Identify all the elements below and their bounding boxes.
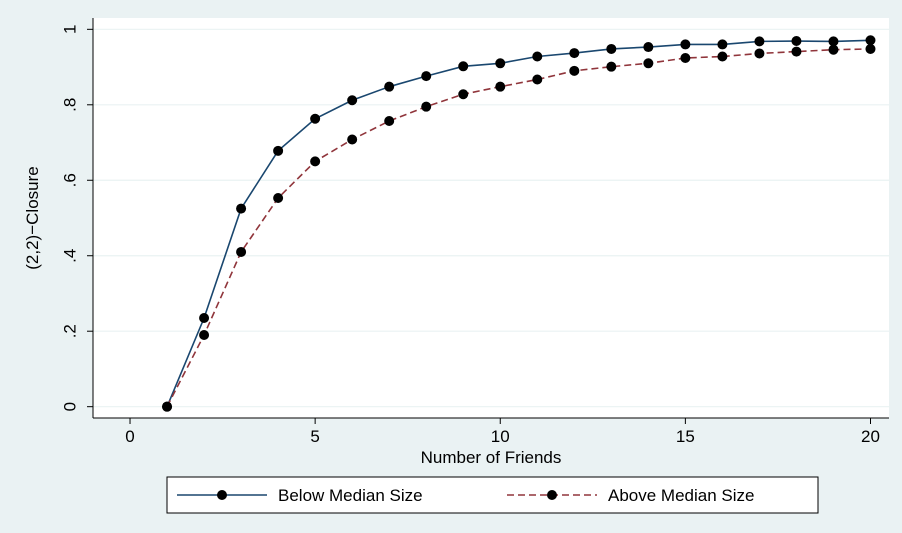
series-0-point-5 bbox=[347, 95, 358, 106]
series-line-1 bbox=[166, 48, 871, 408]
series-1-point-4 bbox=[310, 156, 321, 167]
series-1-point-17 bbox=[791, 46, 802, 57]
series-layer bbox=[162, 35, 876, 412]
x-tick-label-4: 20 bbox=[861, 427, 880, 446]
series-0-point-9 bbox=[495, 58, 506, 69]
series-0-point-16 bbox=[754, 36, 765, 47]
series-0-point-15 bbox=[717, 39, 728, 50]
series-0-point-14 bbox=[680, 39, 691, 50]
series-1-point-18 bbox=[828, 44, 839, 55]
series-0-point-4 bbox=[310, 113, 321, 124]
series-1-point-2 bbox=[236, 246, 247, 257]
plot-area bbox=[93, 18, 889, 418]
y-tick-label-4: .8 bbox=[60, 98, 79, 112]
series-0-point-13 bbox=[643, 42, 654, 53]
series-0-point-6 bbox=[384, 81, 395, 92]
legend-box bbox=[166, 476, 819, 514]
series-1-point-11 bbox=[569, 65, 580, 76]
series-0-point-12 bbox=[606, 43, 617, 54]
series-0-point-19 bbox=[865, 35, 876, 46]
x-tick-label-1: 5 bbox=[310, 427, 319, 446]
y-tick-label-0: 0 bbox=[60, 402, 79, 411]
series-1-point-1 bbox=[199, 329, 210, 340]
series-1-point-19 bbox=[865, 43, 876, 54]
legend-marker-1 bbox=[547, 490, 557, 500]
legend-marker-0 bbox=[217, 490, 227, 500]
series-1-point-15 bbox=[717, 51, 728, 62]
series-1-point-13 bbox=[643, 58, 654, 69]
y-tick-label-3: .6 bbox=[60, 173, 79, 187]
y-tick-label-5: 1 bbox=[60, 25, 79, 34]
y-tick-label-2: .4 bbox=[60, 249, 79, 263]
x-axis-title: Number of Friends bbox=[421, 448, 562, 467]
series-1-point-0 bbox=[162, 401, 173, 412]
axes: 0.2.4.6.810 5 10 15 20 bbox=[60, 18, 889, 446]
series-1-point-5 bbox=[347, 134, 358, 145]
series-line-0 bbox=[166, 39, 871, 407]
x-tick-label-0: 0 bbox=[125, 427, 134, 446]
series-0-point-2 bbox=[236, 203, 247, 214]
y-tick-label-1: .2 bbox=[60, 324, 79, 338]
series-0-point-8 bbox=[458, 61, 469, 72]
legend: Below Median Size Above Median Size bbox=[166, 476, 819, 514]
series-0-point-10 bbox=[532, 51, 543, 62]
series-1-point-16 bbox=[754, 48, 765, 59]
series-1-point-8 bbox=[458, 89, 469, 100]
series-0-point-11 bbox=[569, 48, 580, 59]
series-0-point-7 bbox=[421, 71, 432, 82]
series-0-point-1 bbox=[199, 313, 210, 323]
series-1-point-12 bbox=[606, 61, 617, 72]
legend-label-1: Above Median Size bbox=[608, 486, 754, 505]
series-1-point-3 bbox=[273, 193, 284, 203]
series-1-point-9 bbox=[495, 81, 506, 92]
series-1-point-14 bbox=[680, 53, 691, 63]
x-tick-label-2: 10 bbox=[491, 427, 510, 446]
series-1-point-6 bbox=[384, 116, 395, 127]
y-axis-title: (2,2)−Closure bbox=[23, 166, 42, 269]
series-0-point-18 bbox=[828, 36, 839, 47]
series-0-point-3 bbox=[273, 145, 284, 156]
x-tick-label-3: 15 bbox=[676, 427, 695, 446]
legend-label-0: Below Median Size bbox=[278, 486, 423, 505]
series-1-point-10 bbox=[532, 74, 543, 85]
series-0-point-17 bbox=[791, 36, 802, 47]
series-1-point-7 bbox=[421, 101, 432, 112]
